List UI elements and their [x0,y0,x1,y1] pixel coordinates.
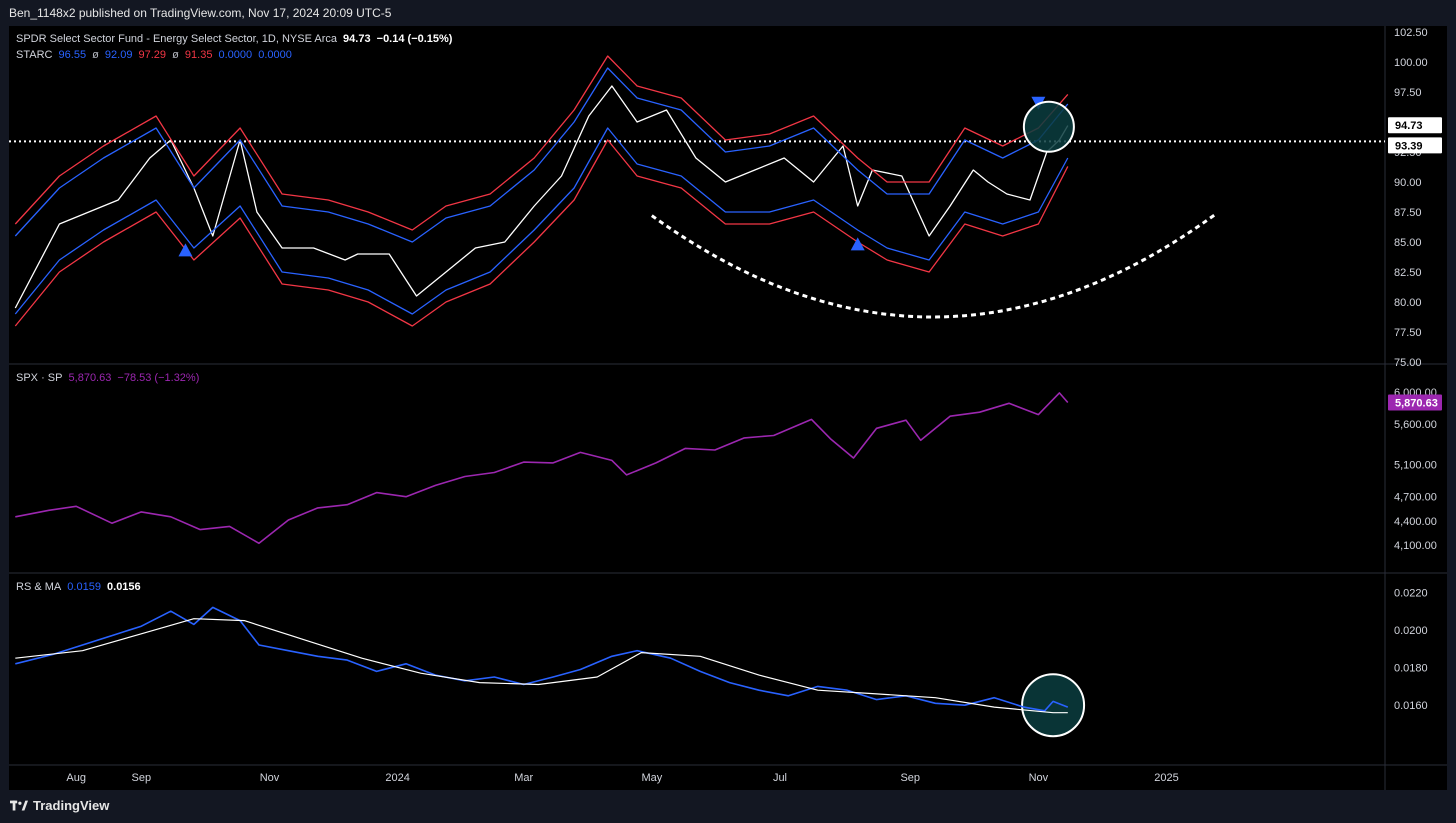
rs-series-group [15,606,1069,714]
time-tick-8: Nov [1029,772,1049,784]
starc-name: STARC [16,49,53,61]
publisher-bar: Ben_1148x2 published on TradingView.com,… [0,0,1456,26]
spx-price-tag: 5,870.63 [1395,397,1438,409]
starc-val-2: ø [92,49,99,61]
series-starc-lower-outer [14,139,1069,327]
price-ticks-label-5: 90.00 [1394,177,1422,189]
starc-legend[interactable]: STARC 96.55 ø 92.09 97.29 ø 91.35 0.0000… [16,49,295,61]
starc-val-5: ø [172,49,179,61]
series-rs [15,606,1069,712]
rs-ticks-label-3: 0.0160 [1394,700,1428,712]
price-tags: 94.73 93.39 [1388,117,1442,154]
price-legend[interactable]: SPDR Select Sector Fund - Energy Select … [16,33,455,45]
price-symbol: SPDR Select Sector Fund - Energy Select … [16,33,337,45]
time-tick-0: Aug [66,772,86,784]
price-axis-ticks: 102.50100.0097.5095.0092.5090.0087.5085.… [1394,27,1428,369]
spx-last: 5,870.63 [68,372,112,384]
price-change: −0.14 (−0.15%) [376,33,453,45]
rs-value: 0.0159 [67,581,101,593]
time-tick-5: May [641,772,662,784]
starc-val-6: 91.35 [184,49,213,61]
spx-series-group [15,392,1069,545]
series-starc-upper-inner [14,67,1069,243]
time-tick-2: Nov [260,772,280,784]
rounding-bottom-curve [650,211,1218,319]
price-ticks-label-10: 77.50 [1394,327,1422,339]
price-ticks-label-11: 75.00 [1394,357,1422,369]
price-series-group [14,55,1069,327]
series-ma [15,618,1068,714]
series-starc-lower-inner [14,127,1069,315]
publisher-text: Ben_1148x2 published on TradingView.com,… [9,6,392,20]
spx-change: −78.53 (−1.32%) [117,372,200,384]
rs-axis-ticks: 0.0220 0.0200 0.0180 0.0160 [1394,587,1428,712]
rs-ticks-label-2: 0.0180 [1394,663,1428,675]
ma-value: 0.0156 [107,581,141,593]
rs-name: RS & MA [16,581,62,593]
tradingview-logo-icon [10,800,28,810]
time-tick-6: Jul [773,772,787,784]
price-ticks-label-7: 85.00 [1394,237,1422,249]
time-tick-7: Sep [900,772,920,784]
time-tick-1: Sep [132,772,152,784]
spx-symbol: SPX · SP [16,372,63,384]
price-tag-level: 93.39 [1395,140,1423,152]
signal-markers [178,96,1046,257]
starc-val-8: 0.0000 [258,49,292,61]
spx-ticks-label-3: 4,700.00 [1394,492,1437,504]
rs-pane[interactable]: 0.0220 0.0200 0.0180 0.0160 [15,587,1428,738]
highlight-circle-rs [1021,673,1086,738]
price-pane[interactable]: 102.50100.0097.5095.0092.5090.0087.5085.… [9,27,1442,369]
time-tick-3: 2024 [385,772,409,784]
rs-ticks-label-1: 0.0200 [1394,625,1428,637]
spx-axis-ticks: 6,000.005,600.005,100.004,700.004,400.00… [1394,387,1437,552]
starc-val-1: 96.55 [58,49,87,61]
spx-pane[interactable]: 6,000.005,600.005,100.004,700.004,400.00… [15,387,1442,552]
signal-marker-up-1 [850,237,865,251]
series-close [14,85,1069,309]
spx-ticks-label-1: 5,600.00 [1394,419,1437,431]
rs-ticks-label-0: 0.0220 [1394,587,1428,599]
time-tick-9: 2025 [1154,772,1178,784]
tradingview-logo[interactable]: TradingView [10,798,109,813]
price-ticks-label-1: 100.00 [1394,57,1428,69]
footer-bar [0,790,1456,823]
time-tick-4: Mar [514,772,533,784]
price-tag-last: 94.73 [1395,120,1423,132]
spx-price-tags: 5,870.63 [1388,394,1442,411]
price-ticks-label-0: 102.50 [1394,27,1428,39]
signal-marker-up-0 [178,243,193,257]
plot-area[interactable] [9,26,1385,790]
price-tag-level-bg [1388,137,1442,154]
starc-val-3: 92.09 [104,49,133,61]
brand-name: TradingView [33,798,110,813]
spx-ticks-label-5: 4,100.00 [1394,540,1437,552]
spx-legend[interactable]: SPX · SP 5,870.63 −78.53 (−1.32%) [16,372,202,384]
spx-ticks-label-4: 4,400.00 [1394,516,1437,528]
spx-price-tag-bg [1388,394,1442,411]
time-axis-ticks: Aug Sep Nov 2024 Mar May Jul Sep Nov 2025 [66,772,1178,784]
price-last: 94.73 [343,33,371,45]
price-ticks-label-6: 87.50 [1394,207,1422,219]
starc-val-7: 0.0000 [218,49,253,61]
price-ticks-label-2: 97.50 [1394,87,1422,99]
spx-ticks-label-2: 5,100.00 [1394,459,1437,471]
rs-legend[interactable]: RS & MA 0.0159 0.0156 [16,581,144,593]
series-spx [15,392,1069,545]
starc-val-4: 97.29 [138,49,167,61]
series-starc-upper-outer [14,55,1069,231]
price-ticks-label-9: 80.00 [1394,297,1422,309]
price-ticks-label-8: 82.50 [1394,267,1422,279]
price-tag-last-bg [1388,117,1442,134]
highlight-circle-price [1022,100,1075,153]
